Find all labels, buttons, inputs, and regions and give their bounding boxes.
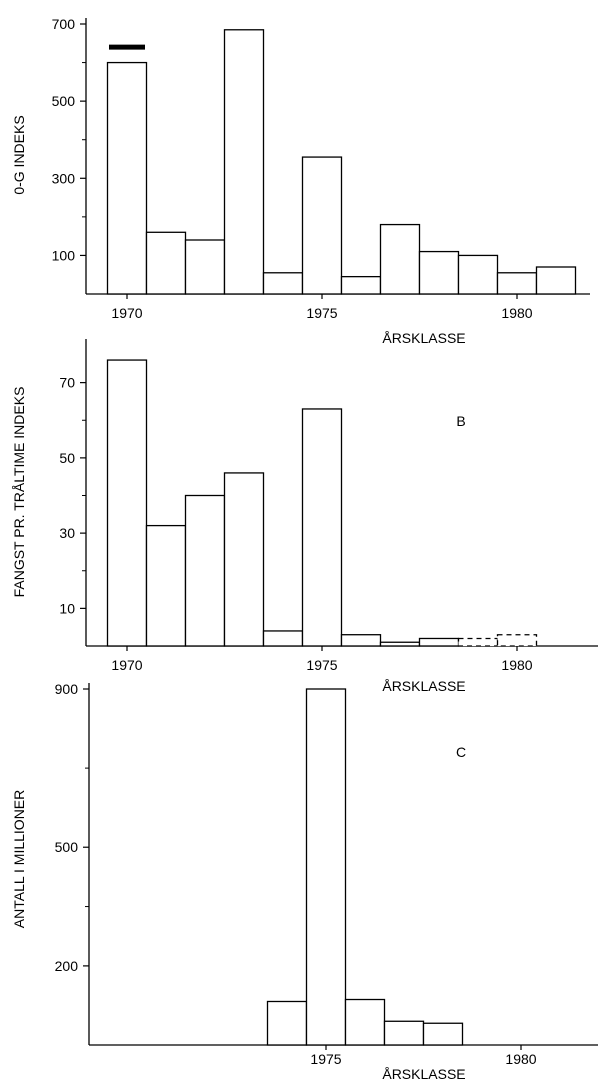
panel-a-bar (301, 156, 343, 295)
panel-b-bar (106, 359, 148, 647)
panel-b-bar (418, 637, 460, 647)
panel-b-bar (223, 472, 265, 647)
panel-b-y-tick-label: 10 (59, 600, 75, 616)
panel-b-x-tick-label: 1980 (501, 657, 532, 673)
panel-c-bar (344, 998, 386, 1046)
panel-c: ANTALL I MILLIONER ÅRSKLASSE C 200 500 900… (11, 681, 598, 1082)
panel-b-y-tick-label: 70 (59, 375, 75, 391)
panel-a-bar (223, 29, 265, 295)
panel-b-bar (262, 630, 304, 647)
panel-c-bar (305, 688, 347, 1046)
panel-a-x-tick-label: 1970 (111, 305, 142, 321)
panel-a-bar (418, 250, 460, 295)
panel-a-bar (262, 272, 304, 295)
panel-a-x-axis-label: ÅRSKLASSE (382, 330, 465, 346)
panel-a-bar (184, 239, 226, 295)
panel-b-bar (184, 494, 226, 647)
panel-a-bar (496, 272, 538, 295)
panel-a-y-tick-label: 300 (52, 170, 76, 186)
panel-a-y-tick-label: 500 (52, 93, 76, 109)
panel-c-x-tick-label: 1975 (310, 1051, 341, 1067)
panel-a-bar (340, 275, 382, 295)
panel-b-x-tick-label: 1970 (111, 657, 142, 673)
panel-b: FANGST PR. TRÅLTIME INDEKS ÅRSKLASSE B 1… (11, 339, 598, 694)
panel-b-bar (145, 524, 187, 647)
panel-b-bar (340, 634, 382, 647)
panel-a-x-tick-label: 1980 (501, 305, 532, 321)
panel-b-x-axis-label: ÅRSKLASSE (382, 678, 465, 694)
panel-c-label: C (456, 744, 466, 760)
panel-b-bar (496, 634, 538, 647)
panel-c-y-tick-label: 500 (55, 839, 79, 855)
panel-c-bar (422, 1022, 464, 1046)
panel-a-y-tick-label: 100 (52, 247, 76, 263)
panel-c-x-tick-label: 1980 (505, 1051, 536, 1067)
panel-c-y-tick-label: 200 (55, 958, 79, 974)
panel-a-bar (379, 223, 421, 295)
panel-a-bar (535, 266, 577, 295)
panel-c-y-axis-label: ANTALL I MILLIONER (11, 790, 27, 928)
panel-a-bar (145, 231, 187, 295)
panel-b-x-tick-label: 1975 (306, 657, 337, 673)
panel-c-bar (383, 1020, 425, 1046)
panel-c-y-tick-label: 900 (55, 681, 79, 697)
panel-b-label: B (456, 413, 465, 429)
panel-a: 0-G INDEKS ÅRSKLASSE 100 300 500 700 1970 197… (11, 16, 590, 346)
panel-b-y-tick-label: 50 (59, 450, 75, 466)
panel-a-x-tick-label: 1975 (306, 305, 337, 321)
panel-b-y-tick-label: 30 (59, 525, 75, 541)
panel-a-y-tick-label: 700 (52, 16, 76, 32)
panel-b-bar (457, 637, 499, 647)
panel-a-y-axis-label: 0-G INDEKS (11, 115, 27, 194)
panel-a-bar (457, 254, 499, 295)
panel-a-bar (106, 61, 148, 295)
panel-b-bar (379, 641, 421, 647)
panel-b-y-axis-label: FANGST PR. TRÅLTIME INDEKS (11, 387, 27, 598)
panel-b-bar (301, 408, 343, 647)
panel-c-bar (266, 1000, 308, 1046)
panel-c-x-axis-label: ÅRSKLASSE (382, 1066, 465, 1082)
